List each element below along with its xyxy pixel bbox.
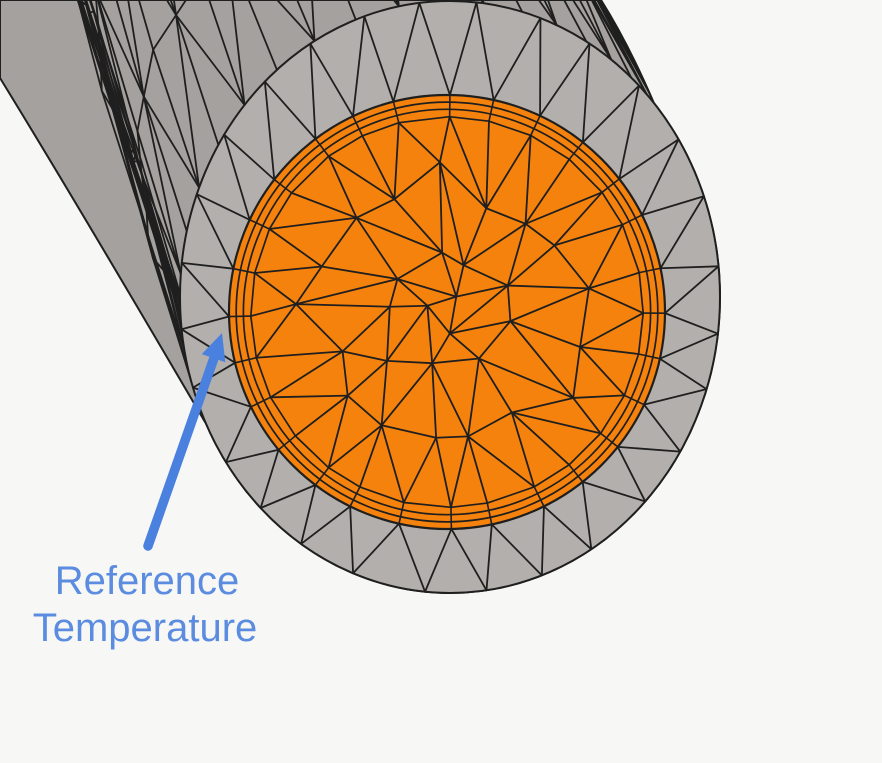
annotation-text-line2: Temperature: [32, 606, 258, 650]
annotation-text-line1: Reference: [54, 559, 240, 603]
legend-panel: Temperature K 293.1302.5311.9321.3330.63…: [0, 630, 882, 763]
